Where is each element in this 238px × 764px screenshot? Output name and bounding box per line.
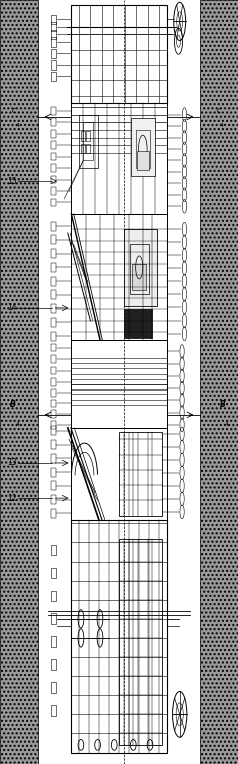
Bar [51,15,56,24]
Bar [51,199,56,206]
Bar [124,309,152,338]
Bar [86,144,90,153]
Text: 13: 13 [7,458,17,468]
Bar [51,545,56,555]
Bar [51,426,56,435]
Bar [51,481,56,490]
Text: 4: 4 [15,422,20,428]
Bar [51,410,56,418]
Bar [51,568,56,578]
Bar [132,264,146,290]
Bar [136,130,150,168]
Bar [79,115,98,168]
Text: C: C [12,108,17,114]
Bar [51,153,56,160]
Bar [200,0,238,764]
Text: 15: 15 [7,176,17,186]
Bar [71,5,167,103]
Bar [51,705,56,716]
Bar [51,60,56,70]
Bar [51,682,56,693]
Bar [51,249,56,258]
Bar [71,520,167,753]
Bar [86,131,90,141]
Bar [51,290,56,299]
Bar [71,340,167,428]
Bar [0,0,38,764]
Bar [51,130,56,138]
Text: 14: 14 [7,303,17,312]
Bar [81,131,85,141]
Bar [51,176,56,183]
Bar [51,141,56,149]
Bar [51,37,56,47]
Bar [51,277,56,286]
Bar [51,613,56,624]
Bar [83,122,93,160]
Bar [51,107,56,115]
Bar [51,378,56,386]
Bar [130,244,149,294]
Bar [51,318,56,327]
Text: C: C [217,108,221,114]
Bar [51,187,56,195]
Bar [51,389,56,397]
Bar [51,344,56,351]
Bar [51,659,56,670]
Bar [51,355,56,363]
Bar [51,636,56,647]
Bar [51,400,56,407]
Bar [51,454,56,463]
Bar [119,539,162,745]
Bar [51,222,56,231]
Text: B: B [10,400,16,409]
Text: 12: 12 [7,494,17,503]
Text: 4: 4 [220,123,224,128]
Bar [51,235,56,244]
Bar [51,22,56,31]
Bar [51,509,56,518]
Bar [137,151,149,170]
Bar [71,214,167,340]
Bar [71,428,167,520]
Bar [51,72,56,81]
Bar [71,103,167,214]
Bar [119,432,162,516]
Bar [51,468,56,477]
Bar [51,332,56,341]
Bar [51,30,56,39]
Bar [51,421,56,429]
Bar [51,304,56,313]
Text: 4: 4 [15,123,20,128]
Bar [81,144,85,153]
Bar [51,591,56,601]
Bar [51,440,56,449]
Bar [51,49,56,58]
Bar [51,367,56,374]
Text: 4: 4 [225,422,229,428]
Bar [124,229,157,306]
Bar [131,118,155,176]
Bar [51,495,56,504]
Text: B: B [220,400,225,409]
Bar [51,164,56,172]
Bar [51,263,56,272]
Bar [51,118,56,126]
